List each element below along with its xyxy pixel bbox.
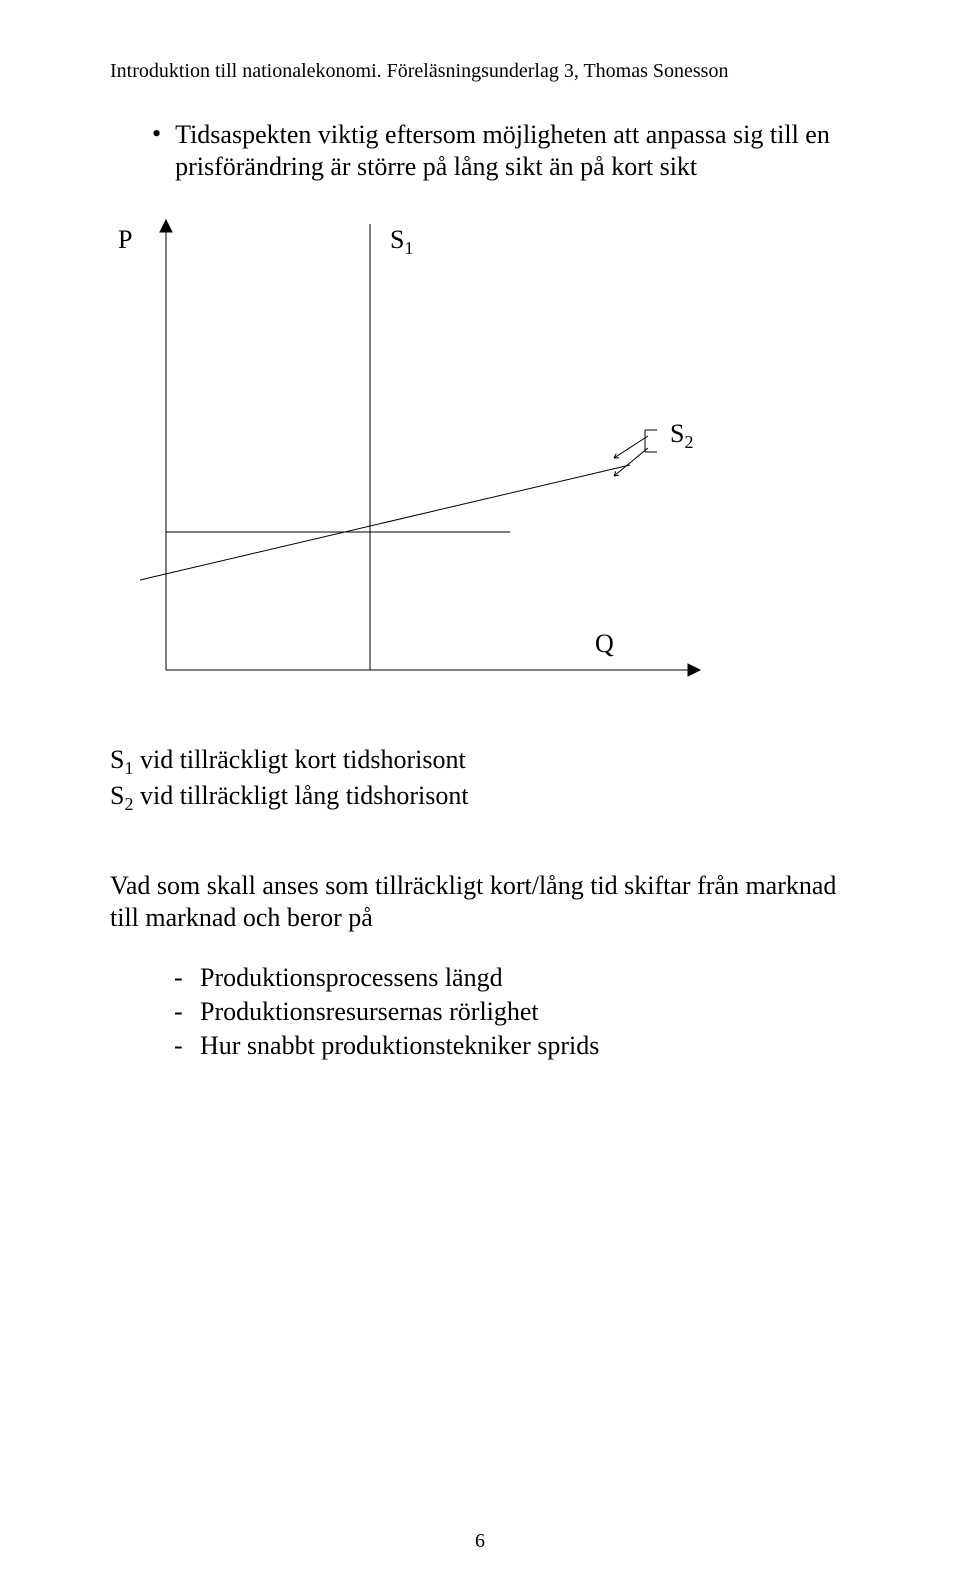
bullet-item: • Tidsaspekten viktig eftersom möjlighet…: [152, 119, 850, 182]
dash-text: Hur snabbt produktionstekniker sprids: [200, 1029, 599, 1063]
svg-text:Q: Q: [595, 629, 614, 658]
legend-s2-sym: S: [110, 781, 124, 810]
dash-marker: -: [174, 995, 200, 1029]
legend-s1-sym: S: [110, 745, 124, 774]
page: Introduktion till nationalekonomi. Förel…: [0, 0, 960, 1593]
chart-legend: S1 vid tillräckligt kort tidshorisont S2…: [110, 744, 850, 815]
paragraph: Vad som skall anses som tillräckligt kor…: [110, 870, 850, 933]
dash-item: - Produktionsprocessens längd: [174, 961, 850, 995]
dash-marker: -: [174, 961, 200, 995]
svg-text:S1: S1: [390, 225, 413, 258]
dash-text: Produktionsresursernas rörlighet: [200, 995, 539, 1029]
legend-line-s2: S2 vid tillräckligt lång tidshorisont: [110, 780, 850, 816]
bullet-marker: •: [152, 119, 161, 149]
supply-chart: P Q S1 S2: [110, 210, 850, 710]
page-header: Introduktion till nationalekonomi. Förel…: [110, 60, 850, 83]
legend-s1-text: vid tillräckligt kort tidshorisont: [133, 745, 465, 774]
svg-text:S2: S2: [670, 419, 693, 452]
dash-list: - Produktionsprocessens längd - Produkti…: [174, 961, 850, 1062]
dash-item: - Hur snabbt produktionstekniker sprids: [174, 1029, 850, 1063]
chart-svg: P Q S1 S2: [110, 210, 750, 710]
svg-text:P: P: [118, 225, 132, 254]
legend-s2-text: vid tillräckligt lång tidshorisont: [133, 781, 468, 810]
page-number: 6: [0, 1530, 960, 1553]
dash-text: Produktionsprocessens längd: [200, 961, 503, 995]
dash-item: - Produktionsresursernas rörlighet: [174, 995, 850, 1029]
bullet-text: Tidsaspekten viktig eftersom möjligheten…: [175, 119, 850, 182]
dash-marker: -: [174, 1029, 200, 1063]
legend-line-s1: S1 vid tillräckligt kort tidshorisont: [110, 744, 850, 780]
